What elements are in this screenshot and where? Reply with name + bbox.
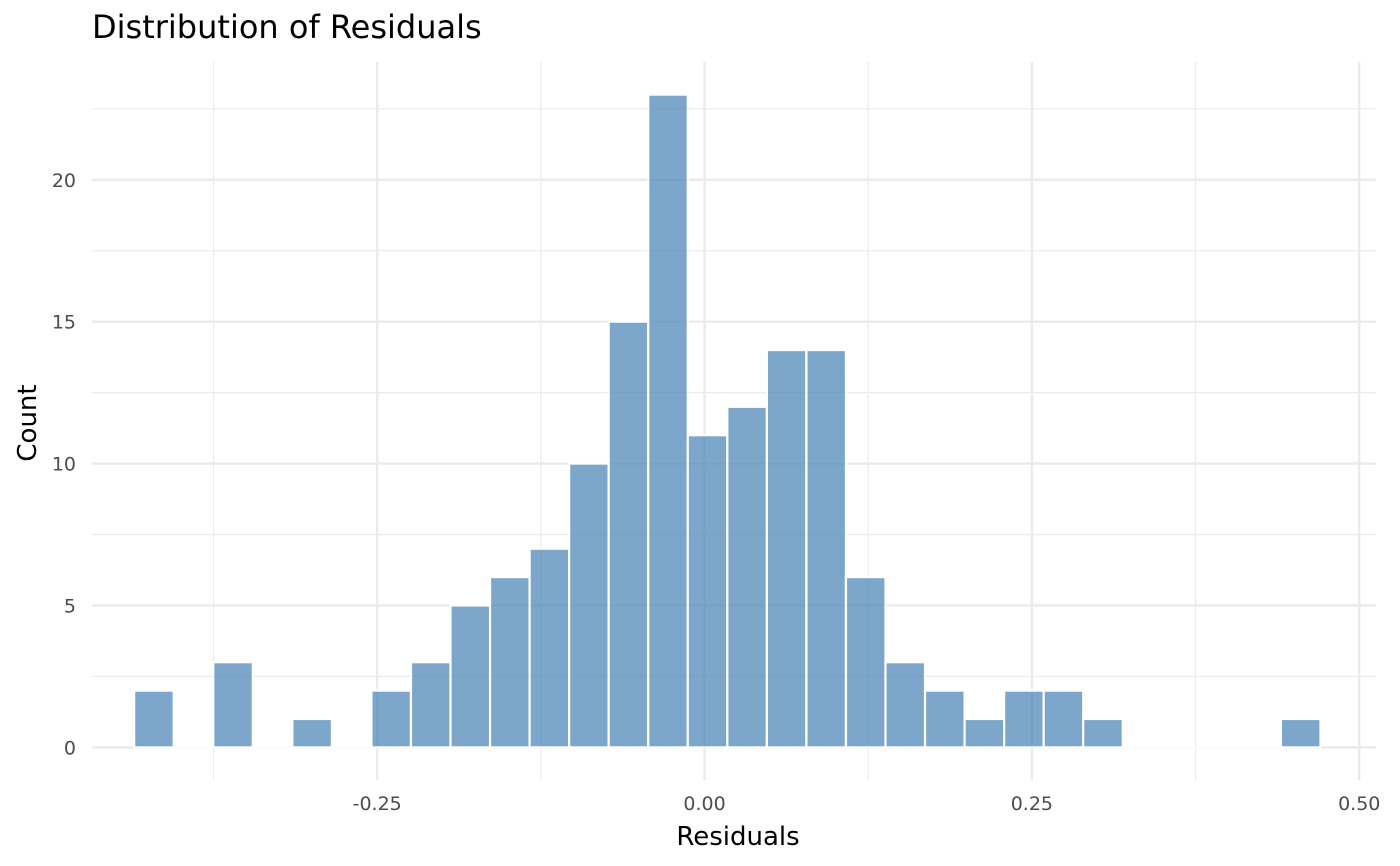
y-tick-label: 20 (52, 170, 76, 192)
histogram-bar (212, 661, 254, 749)
histogram-bar (1082, 717, 1124, 749)
x-tick-label: 0.50 (1338, 793, 1380, 815)
x-tick-label: -0.25 (353, 793, 402, 815)
y-axis-label: Count (13, 384, 43, 461)
histogram-bar (488, 575, 531, 749)
x-tick-label: 0.25 (1011, 793, 1053, 815)
histogram-bar (133, 689, 175, 749)
histogram-bars (133, 93, 1322, 749)
histogram-bar (409, 661, 452, 749)
histogram-bar (1003, 689, 1045, 749)
histogram-bar (844, 575, 887, 749)
y-tick-label: 10 (52, 454, 76, 476)
x-tick-label: 0.00 (683, 793, 725, 815)
y-tick-label: 15 (52, 312, 76, 334)
histogram-bar (884, 661, 927, 749)
histogram-bar (1279, 717, 1322, 749)
histogram-bar (805, 348, 848, 749)
histogram-bar (765, 348, 808, 749)
chart-title: Distribution of Residuals (92, 8, 482, 46)
histogram-bar (370, 689, 413, 749)
histogram-bar (568, 462, 610, 749)
histogram-bar (686, 434, 729, 749)
histogram-bar (647, 93, 689, 749)
y-tick-label: 5 (64, 595, 76, 617)
histogram-bar (923, 689, 966, 749)
histogram-bar (607, 320, 650, 749)
histogram-bar (726, 405, 768, 749)
x-axis-tick-labels: -0.25 0.00 0.25 0.50 (353, 793, 1381, 815)
histogram-bar (449, 604, 492, 749)
x-axis-label: Residuals (676, 822, 799, 852)
y-axis-tick-labels: 0 5 10 15 20 (52, 170, 76, 760)
histogram-bar (963, 717, 1006, 749)
histogram-bar (1042, 689, 1085, 749)
histogram-bar (291, 717, 333, 749)
y-tick-label: 0 (64, 737, 76, 759)
histogram-bar (528, 547, 571, 749)
